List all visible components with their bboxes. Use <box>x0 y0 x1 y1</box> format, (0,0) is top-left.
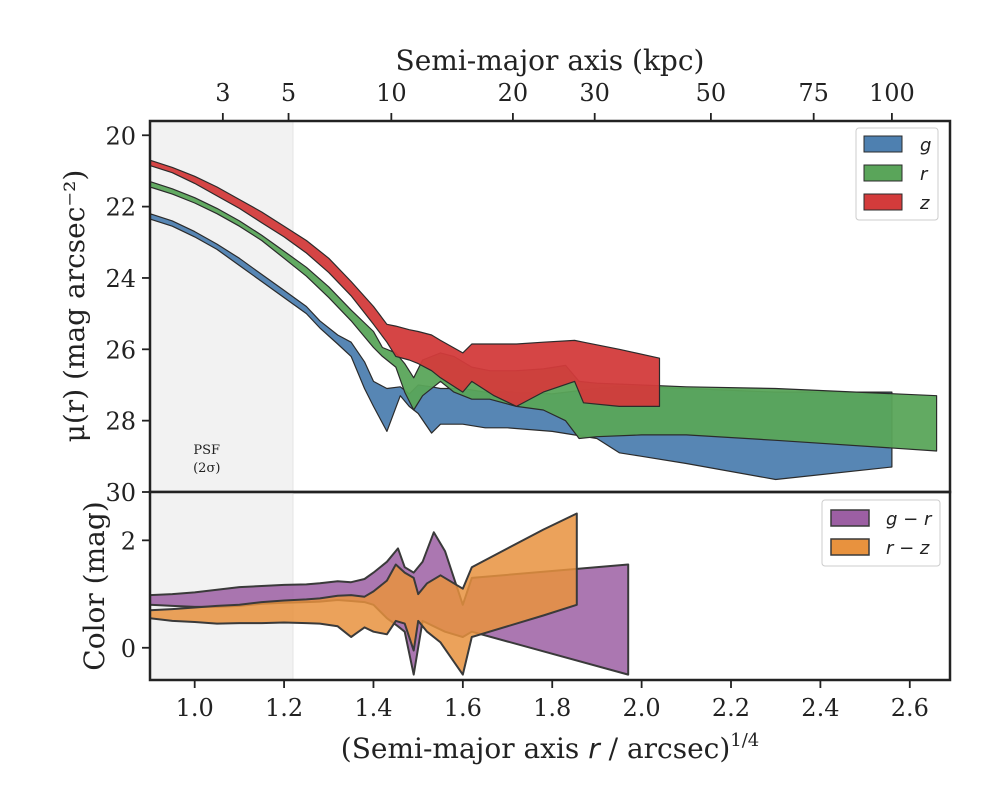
top-tick-label-5: 5 <box>281 79 296 107</box>
psf-shaded-region <box>150 121 294 492</box>
top-tick-label-30: 30 <box>579 79 610 107</box>
legend-swatch-g <box>863 135 903 153</box>
legend-swatch-r <box>863 164 903 182</box>
psf-label: PSF <box>193 443 220 458</box>
y-tick-label-20: 20 <box>105 122 136 150</box>
y-tick-label-22: 22 <box>105 194 136 222</box>
legend-label-g: g <box>920 135 931 156</box>
legend-label-z: z <box>919 193 930 214</box>
legend-swatch-z <box>863 193 903 211</box>
top-tick-label-10: 10 <box>376 79 407 107</box>
color-panel: 0 2 1.0 1.2 1.4 1.6 1.8 2.0 2.2 2.4 2.6 g − r r − z <box>121 490 952 722</box>
top-tick-label-100: 100 <box>869 79 915 107</box>
top-tick-label-3: 3 <box>215 79 230 107</box>
band-color-1 <box>149 512 578 676</box>
legend-label-color-1: r − z <box>886 538 930 559</box>
legend-swatch-color-1 <box>830 538 870 556</box>
top-axis-title: Semi-major axis (kpc) <box>396 44 705 77</box>
legend-top: grz <box>855 127 939 221</box>
top-tick-label-50: 50 <box>696 79 727 107</box>
y-axis-title-bottom: Color (mag) <box>78 501 111 670</box>
x-axis-title: (Semi-major axis r / arcsec)1/4 <box>341 730 759 765</box>
band-r <box>149 181 938 452</box>
color-y-tick-label-2: 2 <box>121 527 136 555</box>
x-tick-label-2.0: 2.0 <box>623 694 661 722</box>
top-tick-label-75: 75 <box>798 79 829 107</box>
psf-label-sigma: (2σ) <box>193 461 220 476</box>
axis-titles: Semi-major axis (kpc) μ(r) (mag arcsec⁻²… <box>58 44 759 765</box>
x-tick-label-1.4: 1.4 <box>354 694 392 722</box>
legend-label-color-0: g − r <box>886 509 933 530</box>
x-tick-label-2.4: 2.4 <box>801 694 839 722</box>
legend-label-r: r <box>920 164 929 185</box>
legend-swatch-color-0 <box>830 509 870 527</box>
band-z <box>149 159 661 407</box>
surface-brightness-panel: PSF (2σ) 20 22 24 26 28 30 3 5 10 20 30 50 75 100 grz <box>105 79 952 507</box>
y-tick-label-26: 26 <box>105 336 136 364</box>
x-tick-label-1.0: 1.0 <box>176 694 214 722</box>
top-tick-label-20: 20 <box>498 79 529 107</box>
legend-bottom: g − r r − z <box>821 499 941 567</box>
y-axis-title-top: μ(r) (mag arcsec⁻²) <box>58 170 91 443</box>
x-tick-label-2.2: 2.2 <box>712 694 750 722</box>
color-y-tick-label-0: 0 <box>121 635 136 663</box>
bottom-plot-frame <box>148 490 952 682</box>
x-tick-label-2.6: 2.6 <box>891 694 929 722</box>
y-tick-label-24: 24 <box>105 265 136 293</box>
y-tick-label-28: 28 <box>105 408 136 436</box>
x-tick-label-1.8: 1.8 <box>533 694 571 722</box>
x-tick-label-1.6: 1.6 <box>444 694 482 722</box>
y-tick-label-30: 30 <box>105 479 136 507</box>
x-tick-label-1.2: 1.2 <box>265 694 303 722</box>
